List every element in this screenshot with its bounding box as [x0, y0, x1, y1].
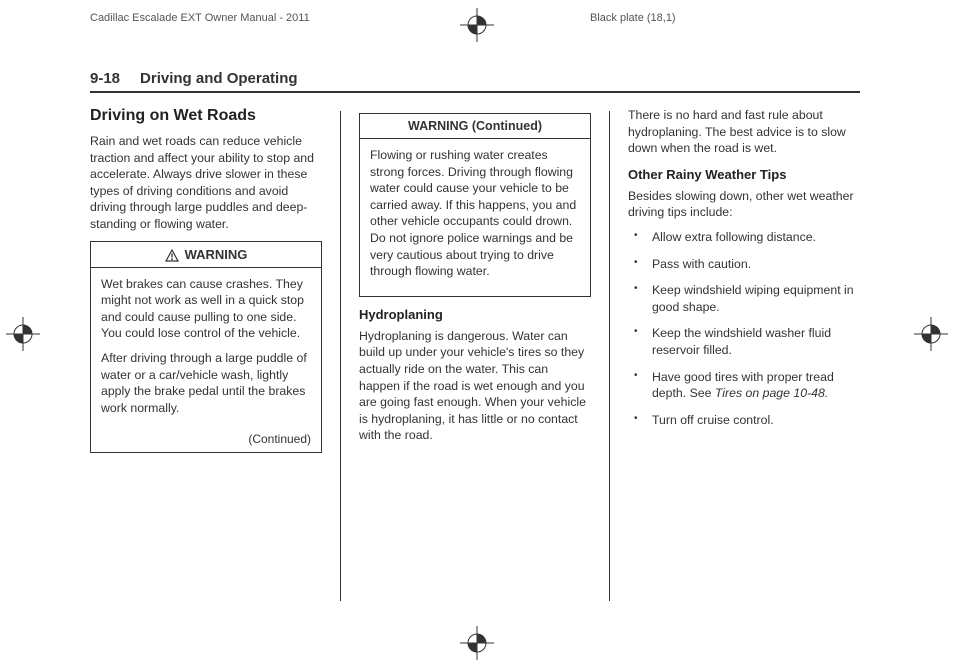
- tires-reference: Tires on page 10-48.: [715, 386, 828, 400]
- hydroplaning-title: Hydroplaning: [359, 307, 591, 322]
- column-1: Driving on Wet Roads Rain and wet roads …: [90, 107, 322, 601]
- warning-continued-box: WARNING (Continued) Flowing or rushing w…: [359, 113, 591, 297]
- warning-box: WARNING Wet brakes can cause crashes. Th…: [90, 241, 322, 454]
- warning-body: Wet brakes can cause crashes. They might…: [91, 268, 321, 433]
- crop-mark-right-icon: [914, 317, 948, 351]
- warning-p1: Wet brakes can cause crashes. They might…: [101, 276, 311, 342]
- hydro-advice: There is no hard and fast rule about hyd…: [628, 107, 860, 157]
- tip-item: Keep the windshield washer fluid reservo…: [628, 325, 860, 358]
- column-2: WARNING (Continued) Flowing or rushing w…: [359, 107, 591, 601]
- wet-roads-intro: Rain and wet roads can reduce vehicle tr…: [90, 133, 322, 233]
- section-title: Driving and Operating: [140, 70, 298, 87]
- page-number: 9-18: [90, 70, 120, 87]
- column-divider-2: [609, 111, 610, 601]
- warning-label: WARNING: [185, 247, 248, 262]
- tip-item: Pass with caution.: [628, 256, 860, 273]
- column-3: There is no hard and fast rule about hyd…: [628, 107, 860, 601]
- tip-item: Have good tires with proper tread depth.…: [628, 369, 860, 402]
- warning-triangle-icon: [165, 247, 179, 262]
- crop-mark-bottom-icon: [460, 626, 494, 660]
- columns-container: Driving on Wet Roads Rain and wet roads …: [90, 107, 860, 601]
- warning-continued-body: Flowing or rushing water creates strong …: [360, 139, 590, 296]
- column-divider-1: [340, 111, 341, 601]
- warning-p2: After driving through a large puddle of …: [101, 350, 311, 416]
- crop-mark-top-icon: [460, 8, 494, 42]
- rainy-tips-title: Other Rainy Weather Tips: [628, 167, 860, 182]
- warning-continued-header: WARNING (Continued): [360, 114, 590, 139]
- rainy-tips-intro: Besides slowing down, other wet weather …: [628, 188, 860, 221]
- warning-header: WARNING: [91, 242, 321, 268]
- page-header: 9-18 Driving and Operating: [90, 70, 860, 93]
- tip-item: Turn off cruise control.: [628, 412, 860, 429]
- tip-item: Allow extra following distance.: [628, 229, 860, 246]
- warning-continued-text: Flowing or rushing water creates strong …: [370, 147, 580, 280]
- hydroplaning-body: Hydroplaning is dangerous. Water can bui…: [359, 328, 591, 444]
- warning-continued-label: WARNING (Continued): [408, 119, 542, 133]
- page-content: 9-18 Driving and Operating Driving on We…: [90, 70, 860, 601]
- manual-title: Cadillac Escalade EXT Owner Manual - 201…: [90, 12, 310, 24]
- tips-list: Allow extra following distance. Pass wit…: [628, 229, 860, 428]
- wet-roads-title: Driving on Wet Roads: [90, 107, 322, 125]
- continued-label: (Continued): [91, 432, 321, 452]
- crop-mark-left-icon: [6, 317, 40, 351]
- plate-info: Black plate (18,1): [590, 12, 676, 24]
- tip-item: Keep windshield wiping equipment in good…: [628, 282, 860, 315]
